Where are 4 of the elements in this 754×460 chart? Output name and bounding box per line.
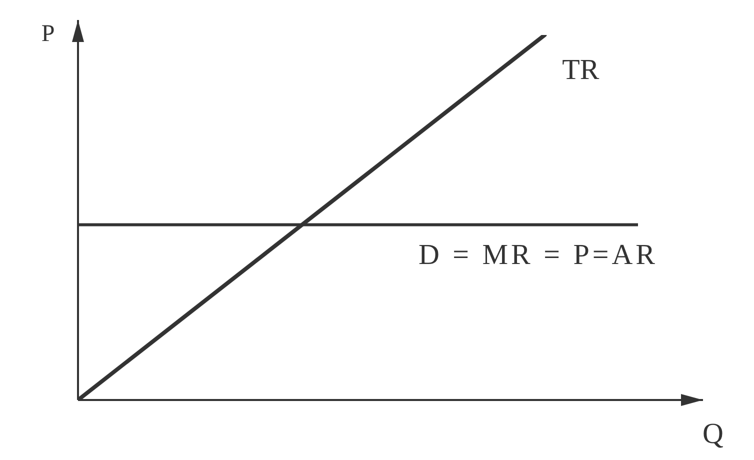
series-label: D = MR = P=AR [418, 238, 658, 271]
x-axis-title: Q [702, 418, 724, 450]
y-axis-title: P [41, 21, 55, 47]
series-label: TR [562, 54, 600, 86]
